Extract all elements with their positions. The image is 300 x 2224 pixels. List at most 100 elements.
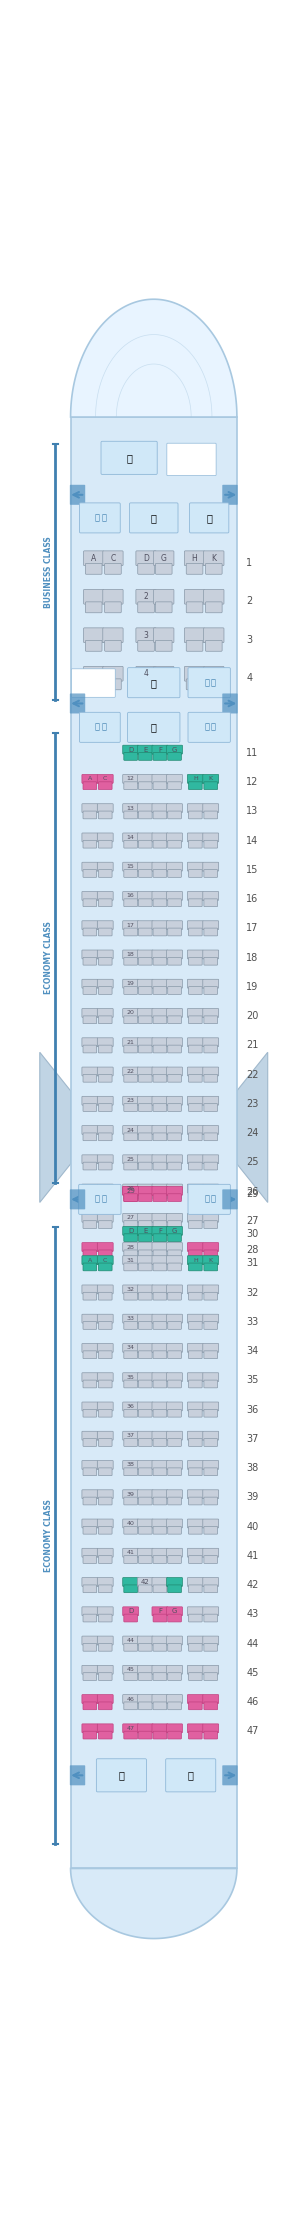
Text: 22: 22 xyxy=(246,1070,259,1079)
FancyBboxPatch shape xyxy=(137,1096,153,1105)
FancyBboxPatch shape xyxy=(203,1548,219,1557)
FancyBboxPatch shape xyxy=(98,1192,112,1199)
FancyBboxPatch shape xyxy=(124,1615,137,1621)
FancyBboxPatch shape xyxy=(98,1586,112,1592)
FancyBboxPatch shape xyxy=(97,1125,113,1134)
FancyBboxPatch shape xyxy=(138,1321,152,1330)
FancyBboxPatch shape xyxy=(188,1548,203,1557)
FancyBboxPatch shape xyxy=(83,1468,97,1477)
FancyBboxPatch shape xyxy=(203,803,219,812)
FancyBboxPatch shape xyxy=(153,1497,167,1506)
FancyBboxPatch shape xyxy=(71,669,115,698)
Text: 👤: 👤 xyxy=(101,514,106,523)
FancyBboxPatch shape xyxy=(82,950,98,959)
FancyBboxPatch shape xyxy=(138,752,152,761)
FancyBboxPatch shape xyxy=(188,956,202,965)
FancyBboxPatch shape xyxy=(82,863,98,872)
FancyBboxPatch shape xyxy=(203,1724,219,1732)
FancyBboxPatch shape xyxy=(153,1526,167,1535)
FancyBboxPatch shape xyxy=(85,678,102,689)
FancyBboxPatch shape xyxy=(186,678,203,689)
FancyBboxPatch shape xyxy=(152,834,168,843)
Text: 14: 14 xyxy=(127,834,135,841)
FancyBboxPatch shape xyxy=(154,552,174,565)
FancyBboxPatch shape xyxy=(167,1225,182,1234)
FancyBboxPatch shape xyxy=(188,812,202,818)
FancyBboxPatch shape xyxy=(167,1637,182,1646)
Text: 25: 25 xyxy=(127,1156,135,1161)
FancyBboxPatch shape xyxy=(152,979,168,987)
FancyBboxPatch shape xyxy=(168,1221,182,1228)
FancyBboxPatch shape xyxy=(124,1250,137,1259)
FancyBboxPatch shape xyxy=(203,1637,219,1646)
FancyBboxPatch shape xyxy=(124,1192,137,1199)
FancyBboxPatch shape xyxy=(97,863,113,872)
FancyBboxPatch shape xyxy=(188,1045,202,1052)
FancyBboxPatch shape xyxy=(188,1068,203,1076)
FancyBboxPatch shape xyxy=(153,1234,167,1241)
FancyBboxPatch shape xyxy=(188,1321,202,1330)
FancyBboxPatch shape xyxy=(204,1555,218,1563)
FancyBboxPatch shape xyxy=(203,1314,219,1323)
FancyBboxPatch shape xyxy=(203,1214,219,1223)
FancyBboxPatch shape xyxy=(83,987,97,994)
FancyBboxPatch shape xyxy=(124,1074,137,1083)
FancyBboxPatch shape xyxy=(204,783,218,790)
FancyBboxPatch shape xyxy=(97,892,113,901)
FancyBboxPatch shape xyxy=(222,694,238,714)
FancyBboxPatch shape xyxy=(152,863,168,872)
FancyBboxPatch shape xyxy=(203,834,219,843)
FancyBboxPatch shape xyxy=(152,1257,168,1265)
FancyBboxPatch shape xyxy=(123,1214,139,1223)
FancyBboxPatch shape xyxy=(123,863,139,872)
Text: 45: 45 xyxy=(127,1668,135,1672)
FancyBboxPatch shape xyxy=(153,1350,167,1359)
FancyBboxPatch shape xyxy=(97,1007,113,1016)
FancyBboxPatch shape xyxy=(123,803,139,812)
FancyBboxPatch shape xyxy=(137,950,153,959)
FancyBboxPatch shape xyxy=(82,1257,98,1265)
FancyBboxPatch shape xyxy=(98,1132,112,1141)
FancyBboxPatch shape xyxy=(137,1343,153,1352)
FancyBboxPatch shape xyxy=(98,1321,112,1330)
FancyBboxPatch shape xyxy=(83,1163,97,1170)
Text: 44: 44 xyxy=(246,1639,258,1648)
Text: 👤: 👤 xyxy=(101,723,106,732)
FancyBboxPatch shape xyxy=(188,1644,202,1650)
FancyBboxPatch shape xyxy=(98,1497,112,1506)
FancyBboxPatch shape xyxy=(167,950,182,959)
FancyBboxPatch shape xyxy=(188,1074,202,1083)
FancyBboxPatch shape xyxy=(167,1401,182,1410)
FancyBboxPatch shape xyxy=(138,987,152,994)
Text: F: F xyxy=(158,1228,162,1234)
Text: 🥃: 🥃 xyxy=(118,1770,124,1779)
FancyBboxPatch shape xyxy=(83,1221,97,1228)
FancyBboxPatch shape xyxy=(168,1644,182,1650)
Text: C: C xyxy=(103,776,107,781)
FancyBboxPatch shape xyxy=(204,1410,218,1417)
FancyBboxPatch shape xyxy=(152,1637,168,1646)
FancyBboxPatch shape xyxy=(97,1606,113,1615)
FancyBboxPatch shape xyxy=(82,1214,98,1223)
FancyBboxPatch shape xyxy=(97,1314,113,1323)
Text: 3: 3 xyxy=(246,634,252,645)
FancyBboxPatch shape xyxy=(103,667,123,681)
FancyBboxPatch shape xyxy=(204,927,218,936)
FancyBboxPatch shape xyxy=(137,1461,153,1470)
FancyBboxPatch shape xyxy=(152,950,168,959)
FancyBboxPatch shape xyxy=(153,1292,167,1301)
Text: 31: 31 xyxy=(127,1257,135,1263)
FancyBboxPatch shape xyxy=(83,1410,97,1417)
FancyBboxPatch shape xyxy=(138,1497,152,1506)
FancyBboxPatch shape xyxy=(188,1243,203,1252)
FancyBboxPatch shape xyxy=(167,1343,182,1352)
FancyBboxPatch shape xyxy=(155,678,172,689)
FancyBboxPatch shape xyxy=(188,1606,203,1615)
FancyBboxPatch shape xyxy=(204,841,218,847)
Text: C: C xyxy=(103,1257,107,1263)
FancyBboxPatch shape xyxy=(97,1461,113,1470)
Text: 31: 31 xyxy=(246,1259,258,1268)
FancyBboxPatch shape xyxy=(138,927,152,936)
FancyBboxPatch shape xyxy=(204,552,224,565)
FancyBboxPatch shape xyxy=(153,1194,167,1201)
